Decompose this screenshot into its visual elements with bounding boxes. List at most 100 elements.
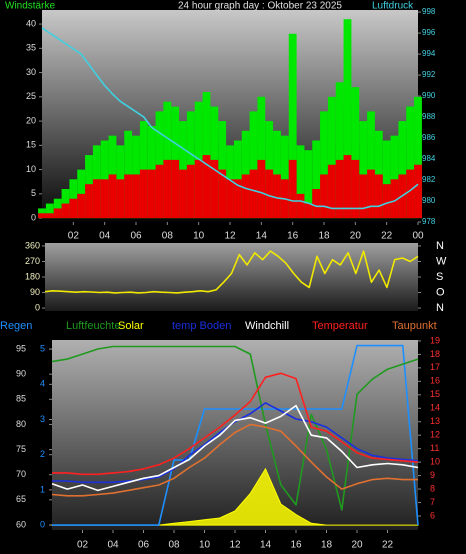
y2-tick-label: 15: [430, 389, 440, 399]
y-tick-label: 70: [16, 469, 26, 479]
wind-bar: [398, 121, 407, 219]
wind-bar: [61, 203, 70, 219]
y2-tick-label: N: [436, 302, 444, 314]
wind-bar: [92, 179, 101, 219]
wind-bar: [390, 179, 399, 219]
series-line: [52, 344, 419, 526]
x-tick-label: 22: [381, 231, 393, 242]
wind-bar: [327, 164, 336, 219]
wind-bar: [194, 159, 203, 219]
wind-bar: [265, 121, 274, 219]
chart-title: 24 hour graph day : Oktober 23 2025: [178, 1, 342, 12]
y-tick-label: 0: [35, 302, 40, 312]
y-tick-label: 65: [16, 494, 26, 504]
wind-bar: [327, 96, 336, 219]
x-tick-label: 10: [199, 540, 211, 551]
wind-bar: [359, 121, 368, 219]
y2-tick-label: 10: [430, 457, 440, 467]
y-tick-label: 90: [16, 369, 26, 379]
y2-tick-label: 11: [430, 443, 439, 453]
y2-tick-label: W: [436, 255, 447, 267]
series-line: [52, 372, 419, 476]
x-tick-label: 06: [130, 231, 142, 242]
x-tick-label: 08: [168, 540, 180, 551]
x-tick-label: 16: [290, 540, 302, 551]
series-line: [51, 404, 419, 492]
wind-bar: [155, 164, 164, 219]
y-tick-label: 15: [26, 140, 36, 150]
y2-tick-label: 12: [430, 430, 440, 440]
wind-bar: [69, 198, 78, 219]
wind-bar: [249, 169, 258, 219]
wind-bar: [414, 164, 422, 219]
x-tick-label: 14: [260, 540, 272, 551]
y2-tick-label: 996: [422, 28, 436, 37]
series-line: [51, 345, 419, 511]
y-tick-label: 30: [26, 67, 36, 77]
wind-bar: [139, 121, 148, 219]
wind-bar: [280, 135, 289, 219]
plot-area: [52, 340, 418, 530]
wind-bar: [85, 184, 93, 219]
wind-bar: [343, 155, 352, 219]
x-tick-label: 12: [224, 231, 236, 242]
y2-tick-label: 992: [422, 70, 436, 79]
x-tick-label: 10: [193, 231, 205, 242]
wind-bar: [53, 208, 62, 219]
wind-bar: [406, 106, 415, 219]
y3-tick-label: 5: [40, 344, 45, 354]
x-tick-label: 20: [350, 231, 362, 242]
legend-entry: Solar: [118, 320, 144, 332]
y2-tick-label: 7: [430, 497, 435, 507]
legend-entry: Regen: [0, 320, 32, 332]
y-tick-label: 80: [16, 419, 26, 429]
x-tick-label: 08: [162, 231, 174, 242]
y-tick-label: 75: [16, 444, 26, 454]
wind-bar: [382, 140, 391, 219]
y2-tick-label: 988: [422, 112, 436, 121]
x-tick-label: 06: [138, 540, 150, 551]
wind-bar: [320, 174, 328, 219]
wind-bar: [382, 184, 391, 219]
wind-bar: [163, 159, 172, 219]
wind-bar: [406, 169, 415, 219]
wind-bar: [210, 159, 219, 219]
y-tick-label: 0: [31, 212, 36, 222]
wind-bar: [367, 169, 375, 219]
wind-bar: [257, 96, 266, 219]
y-tick-label: 90: [30, 287, 40, 297]
wind-bar: [124, 174, 133, 219]
y-tick-label: 60: [16, 519, 26, 529]
y-tick-label: 5: [31, 188, 36, 198]
x-tick-label: 12: [229, 540, 241, 551]
wind-bar: [233, 179, 242, 219]
y3-tick-label: 0: [40, 519, 45, 529]
wind-bar: [390, 135, 399, 219]
y2-tick-label: 17: [430, 362, 440, 372]
y2-tick-label: N: [436, 240, 444, 252]
y2-tick-label: 998: [422, 7, 436, 16]
wind-bar: [367, 111, 375, 219]
y-tick-label: 25: [26, 91, 36, 101]
wind-bar: [132, 174, 140, 219]
wind-bar: [273, 174, 281, 219]
wind-bar: [171, 159, 180, 219]
plot-area: [45, 243, 418, 311]
wind-bar: [241, 174, 250, 219]
wind-bar: [320, 111, 328, 219]
y-tick-label: 180: [25, 271, 40, 281]
wind-bar: [108, 174, 117, 219]
wind-bar: [312, 189, 321, 219]
wind-bar: [218, 169, 227, 219]
y-tick-label: 10: [26, 164, 36, 174]
y2-tick-label: 9: [430, 470, 435, 480]
wind-bar: [265, 169, 274, 219]
wind-bar: [374, 174, 383, 219]
y-tick-label: 20: [26, 115, 36, 125]
x-tick-label: 00: [412, 231, 424, 242]
x-tick-label: 18: [318, 231, 330, 242]
legend-entry: Taupunkt: [392, 320, 437, 332]
series-line: [52, 402, 419, 484]
